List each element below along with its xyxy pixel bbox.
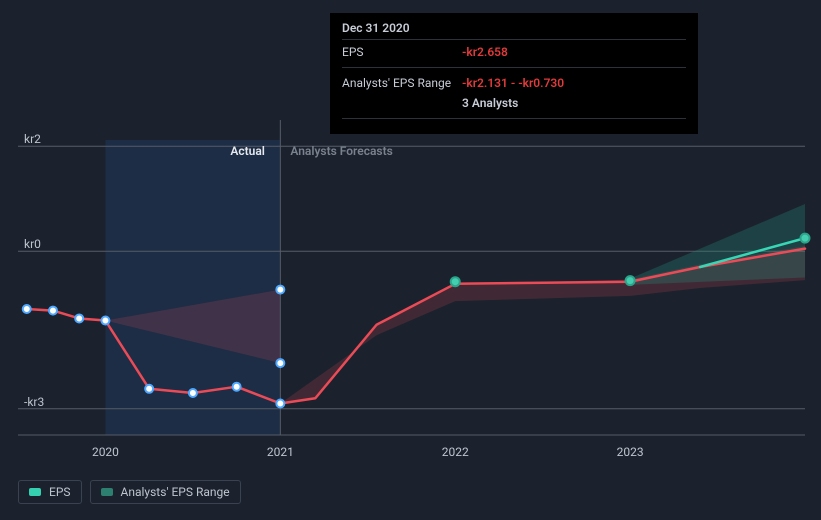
tooltip-row-eps: EPS -kr2.658 (342, 42, 686, 62)
tooltip-row-label: EPS (342, 42, 462, 62)
x-axis-label: 2021 (267, 445, 294, 459)
y-axis-label: -kr3 (24, 395, 44, 409)
x-axis-label: 2020 (92, 445, 119, 459)
tooltip-row-sub: 3 Analysts (342, 93, 686, 113)
tooltip-row-value: -kr2.658 (462, 42, 686, 62)
x-axis-label: 2022 (442, 445, 469, 459)
tooltip-row-sub-value: 3 Analysts (462, 93, 686, 113)
tooltip-row-value: -kr2.131 - -kr0.730 (462, 73, 686, 93)
chart-tooltip: Dec 31 2020 EPS -kr2.658 Analysts' EPS R… (330, 13, 698, 134)
chart-legend: EPS Analysts' EPS Range (18, 480, 241, 504)
legend-item-eps-range[interactable]: Analysts' EPS Range (90, 480, 241, 504)
legend-swatch (101, 488, 113, 496)
eps-chart: Actual Analysts Forecasts Dec 31 2020 EP… (0, 0, 821, 520)
legend-label: EPS (49, 485, 71, 499)
tooltip-row-label: Analysts' EPS Range (342, 73, 462, 93)
legend-label: Analysts' EPS Range (121, 485, 230, 499)
tooltip-title: Dec 31 2020 (342, 21, 686, 35)
forecast-region-label: Analysts Forecasts (290, 144, 392, 158)
tooltip-row-range: Analysts' EPS Range -kr2.131 - -kr0.730 (342, 73, 686, 93)
x-axis-label: 2023 (617, 445, 644, 459)
actual-region-label: Actual (230, 144, 265, 158)
legend-swatch (29, 488, 41, 496)
y-axis-label: kr0 (24, 237, 41, 251)
legend-item-eps[interactable]: EPS (18, 480, 82, 504)
y-axis-label: kr2 (24, 132, 41, 146)
